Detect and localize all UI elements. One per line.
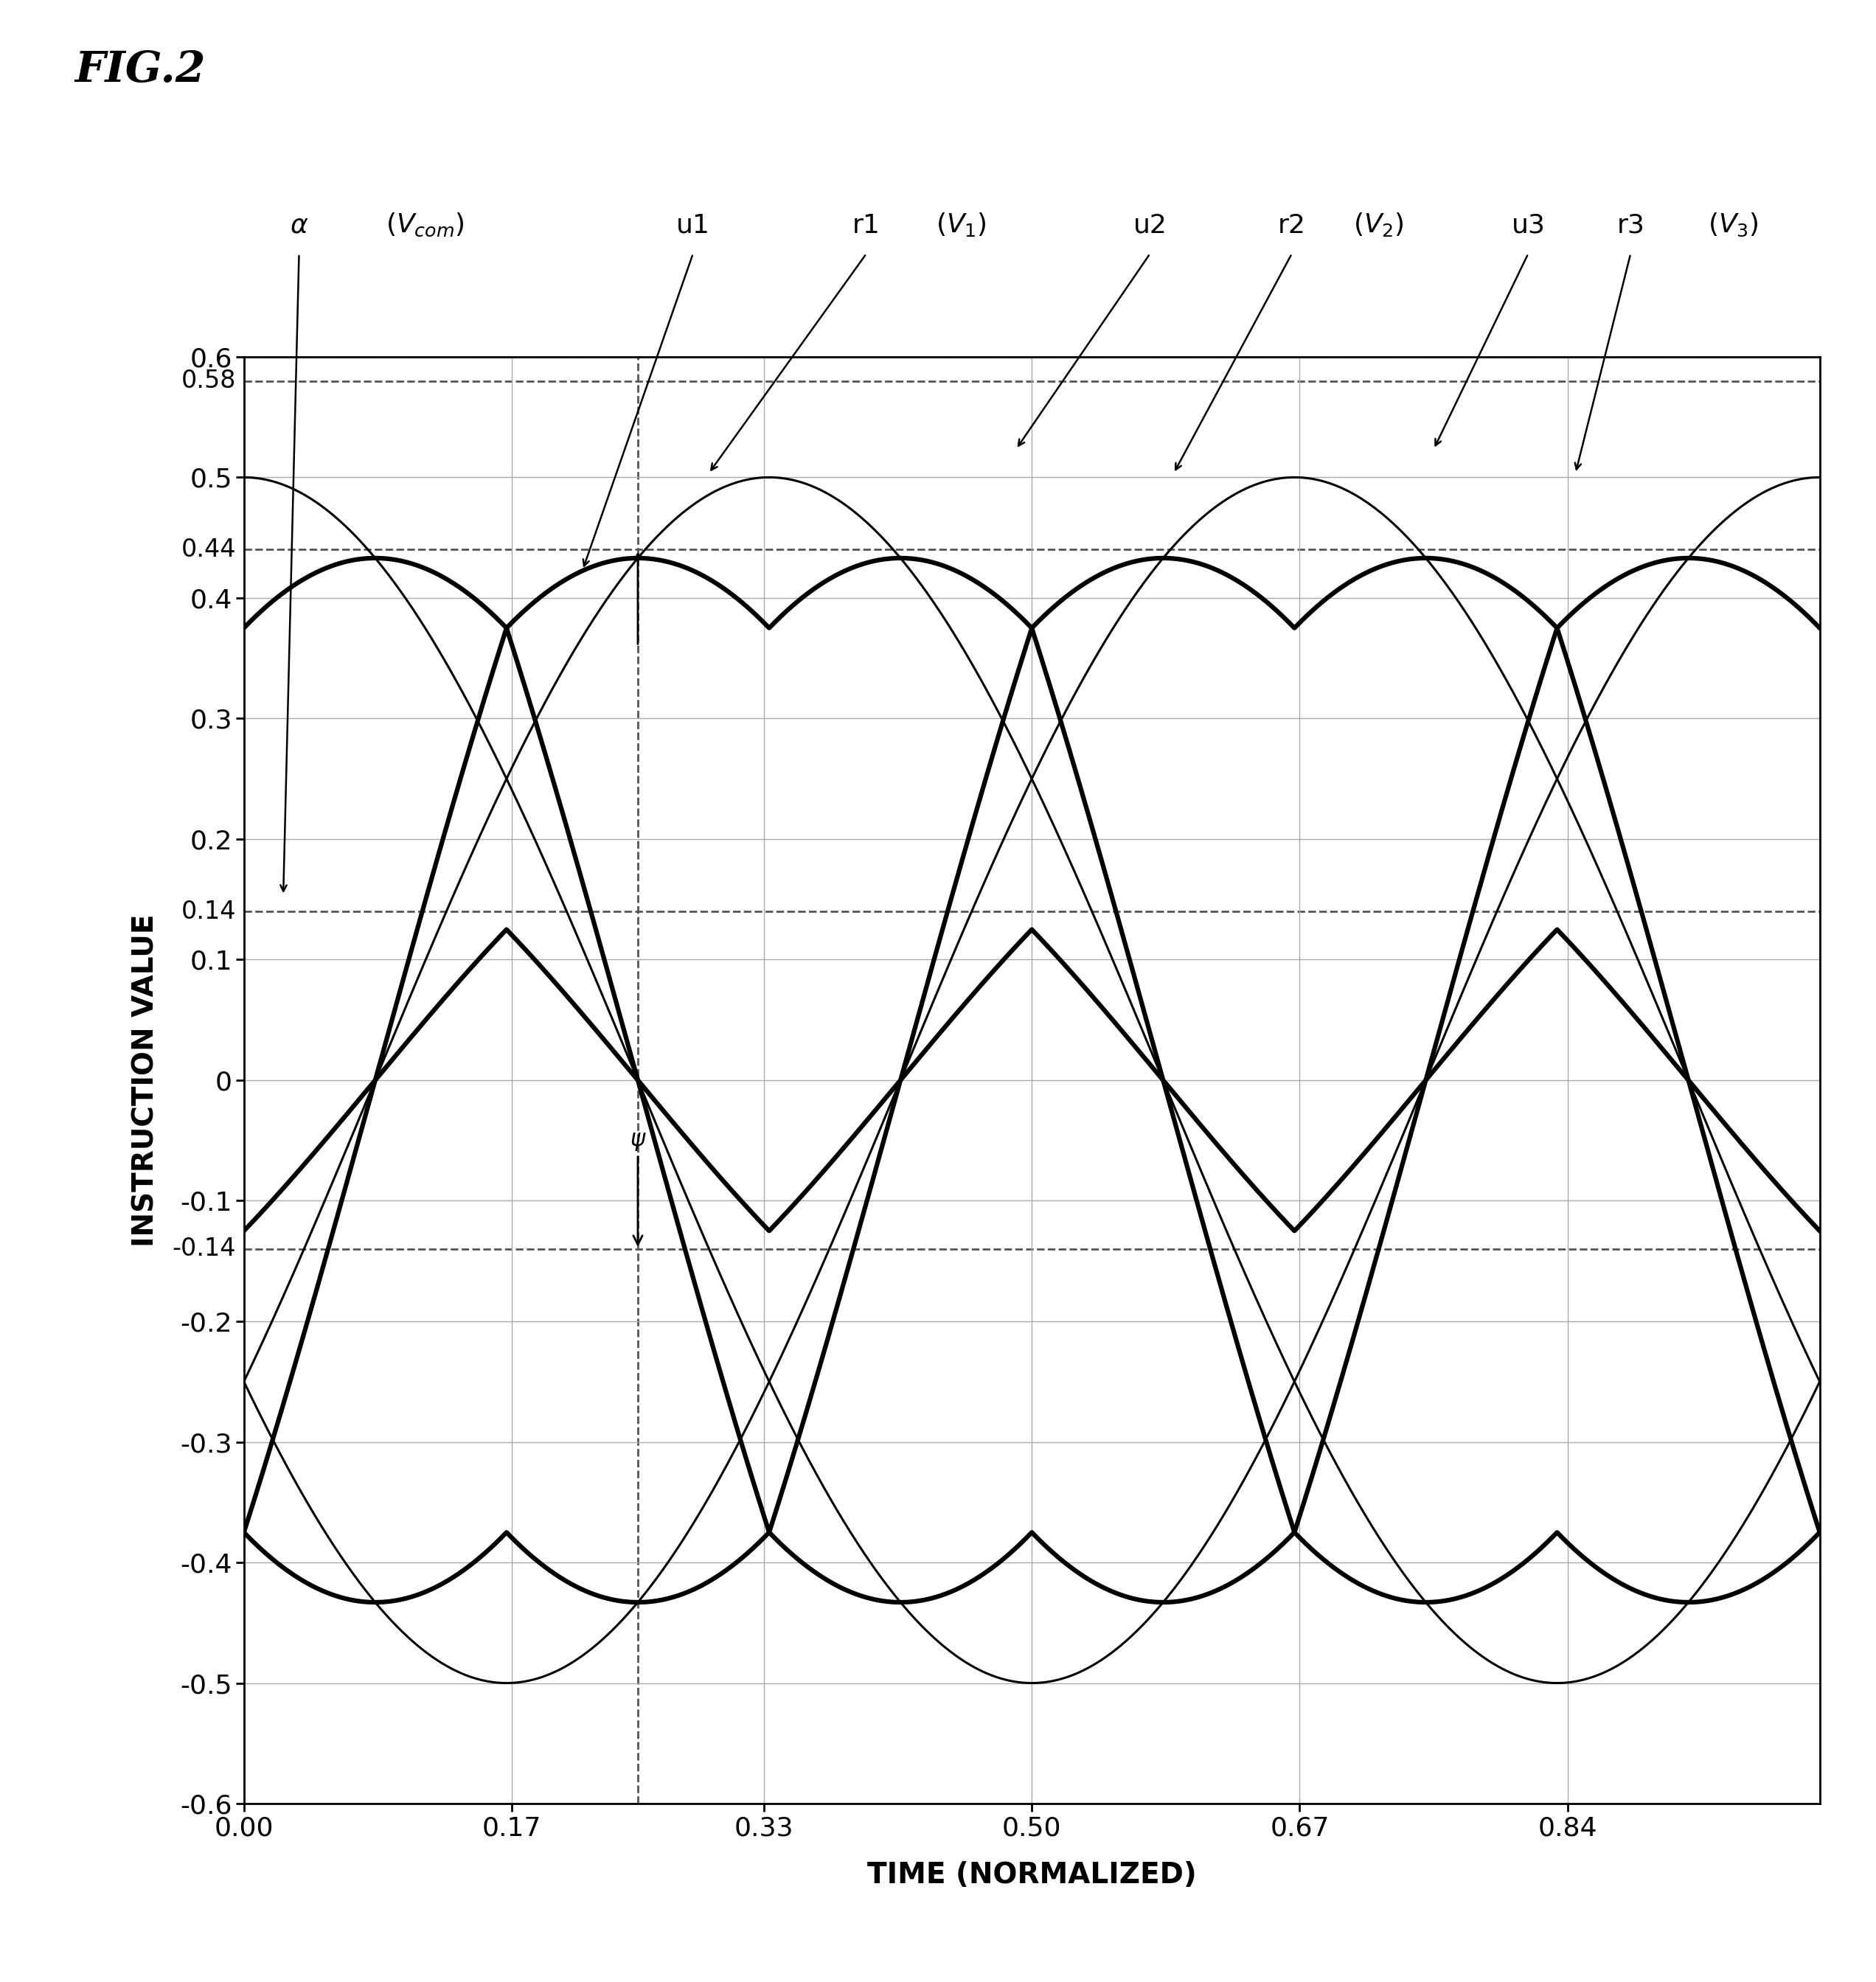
Text: 0.14: 0.14 <box>182 900 236 924</box>
Text: $\psi$: $\psi$ <box>630 1132 645 1245</box>
Text: $(V_{com})$: $(V_{com})$ <box>386 210 465 238</box>
Text: u3: u3 <box>1512 212 1546 238</box>
Text: u1: u1 <box>675 212 709 238</box>
Text: u2: u2 <box>1133 212 1167 238</box>
Text: $(V_1)$: $(V_1)$ <box>936 210 987 238</box>
Text: 0.58: 0.58 <box>182 369 236 392</box>
Y-axis label: INSTRUCTION VALUE: INSTRUCTION VALUE <box>131 914 159 1247</box>
X-axis label: TIME (NORMALIZED): TIME (NORMALIZED) <box>867 1861 1197 1889</box>
Text: $(V_2)$: $(V_2)$ <box>1353 210 1403 238</box>
Text: r3: r3 <box>1617 212 1645 238</box>
Text: 0.44: 0.44 <box>182 537 236 561</box>
Text: r2: r2 <box>1278 212 1306 238</box>
Text: $(V_3)$: $(V_3)$ <box>1707 210 1758 238</box>
Text: FIG.2: FIG.2 <box>75 50 206 91</box>
Text: r1: r1 <box>852 212 880 238</box>
Text: -0.14: -0.14 <box>173 1237 236 1261</box>
Text: $\alpha$: $\alpha$ <box>289 212 308 238</box>
